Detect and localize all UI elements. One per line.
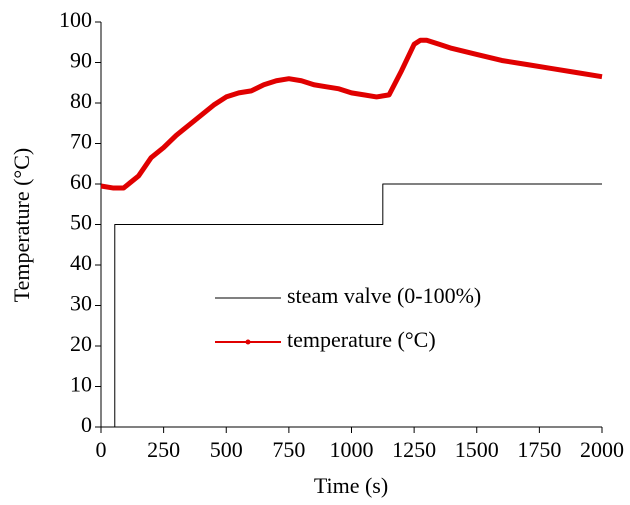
y-tick-label: 70	[70, 129, 92, 154]
y-tick-label: 20	[70, 331, 92, 356]
x-tick-label: 1500	[455, 437, 499, 462]
legend-marker	[245, 339, 251, 345]
x-tick-label: 250	[147, 437, 180, 462]
x-tick-label: 1000	[330, 437, 374, 462]
data-line	[100, 37, 603, 191]
y-axis-label: Temperature (°C)	[9, 148, 34, 302]
y-tick-label: 30	[70, 291, 92, 316]
y-tick-label: 0	[81, 412, 92, 437]
y-tick-label: 40	[70, 250, 92, 275]
x-tick-label: 750	[272, 437, 305, 462]
y-tick-label: 50	[70, 210, 92, 235]
x-tick-label: 1750	[517, 437, 561, 462]
y-tick-label: 100	[59, 7, 92, 32]
legend-label: temperature (°C)	[287, 327, 436, 352]
y-tick-label: 80	[70, 88, 92, 113]
legend-label: steam valve (0-100%)	[287, 283, 481, 308]
y-tick-label: 60	[70, 169, 92, 194]
x-axis-label: Time (s)	[314, 473, 388, 498]
x-tick-label: 500	[210, 437, 243, 462]
data-line	[101, 183, 602, 428]
x-tick-label: 1250	[392, 437, 436, 462]
x-tick-label: 0	[96, 437, 107, 462]
y-tick-label: 10	[70, 372, 92, 397]
y-tick-label: 90	[70, 48, 92, 73]
x-tick-label: 2000	[580, 437, 624, 462]
